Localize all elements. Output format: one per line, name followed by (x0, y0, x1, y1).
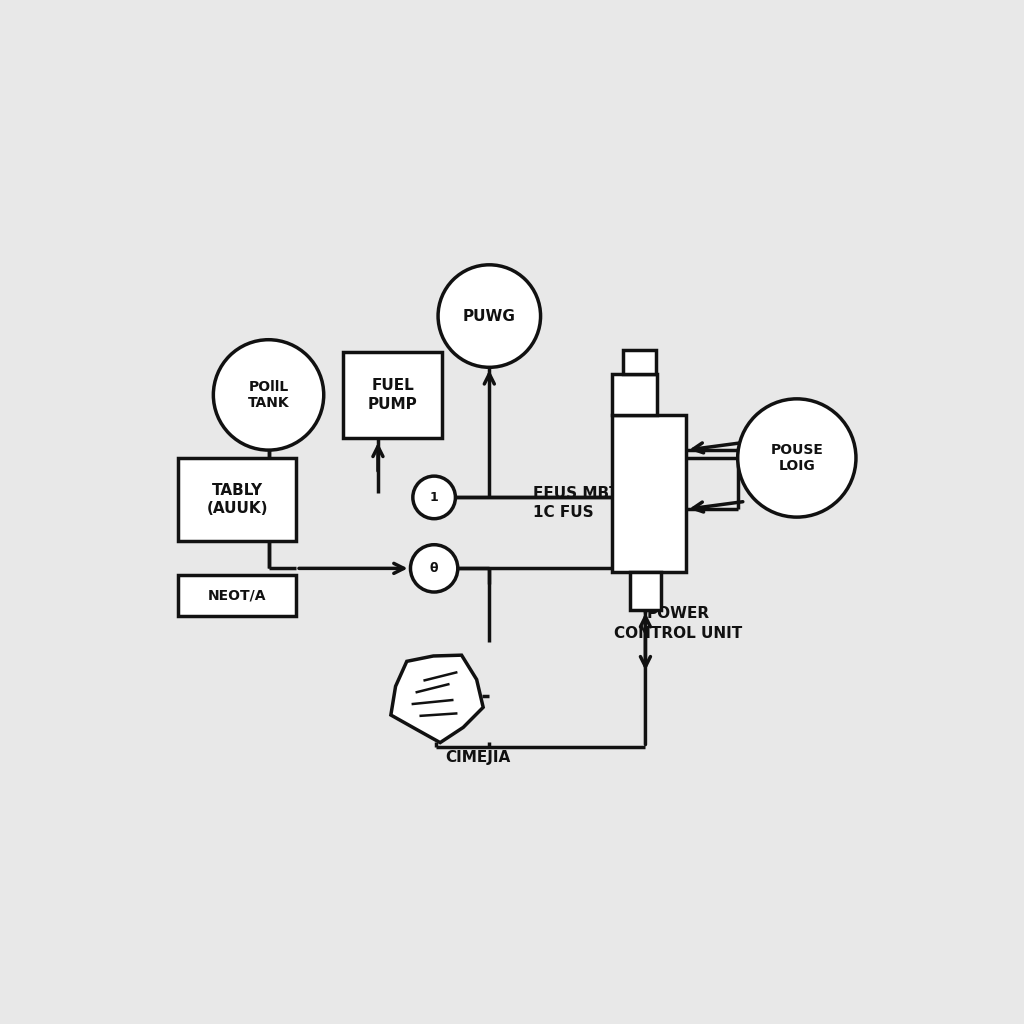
Text: CIMEJIA: CIMEJIA (444, 751, 510, 765)
Text: PUWG: PUWG (463, 308, 516, 324)
Bar (343, 351, 442, 438)
Circle shape (737, 398, 856, 517)
Bar (178, 458, 296, 541)
Text: FUEL
PUMP: FUEL PUMP (368, 378, 418, 412)
Bar (611, 374, 657, 415)
Polygon shape (391, 655, 483, 742)
Text: θ: θ (430, 562, 438, 574)
Text: 1: 1 (430, 490, 438, 504)
Circle shape (438, 265, 541, 368)
Text: POllL
TANK: POllL TANK (248, 380, 290, 411)
Bar (611, 415, 686, 572)
Text: NEOT/A: NEOT/A (208, 588, 266, 602)
Bar (178, 574, 296, 615)
Bar (624, 350, 656, 374)
Circle shape (213, 340, 324, 451)
Circle shape (413, 476, 456, 519)
Circle shape (411, 545, 458, 592)
Text: TABLY
(AUUK): TABLY (AUUK) (206, 482, 267, 516)
Text: FEUS MBT
1C FUS: FEUS MBT 1C FUS (532, 485, 620, 520)
Text: POWER
CONTROL UNIT: POWER CONTROL UNIT (614, 606, 742, 641)
Text: POUSE
LOIG: POUSE LOIG (770, 442, 823, 473)
Bar (630, 572, 662, 610)
